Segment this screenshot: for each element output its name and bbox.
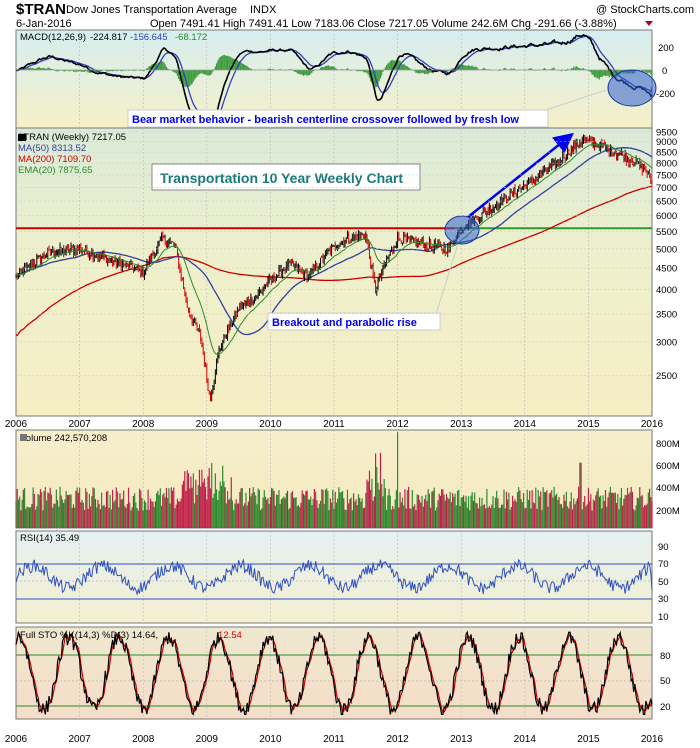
price-ytick: 8000 — [656, 159, 677, 170]
x-tick-label: 2013 — [450, 419, 473, 430]
price-ytick: 7000 — [656, 183, 677, 194]
x-tick-label: 2008 — [132, 419, 155, 430]
rsi-ytick: 90 — [658, 542, 669, 553]
rsi-ytick: 50 — [658, 577, 669, 588]
quote-line: Open 7491.41 High 7491.41 Low 7183.06 Cl… — [150, 18, 617, 30]
price-legend-1: $TRAN (Weekly) 7217.05 — [18, 132, 126, 143]
x-axis-bottom: 2006 2007 2008 2009 2010 2011 2012 2013 2014 2015… — [5, 734, 664, 745]
x-tick-label: 2010 — [259, 734, 282, 745]
price-ytick: 3500 — [656, 309, 677, 320]
symbol: $TRAN — [16, 1, 66, 18]
price-ytick: 4000 — [656, 285, 677, 296]
price-ytick: 6500 — [656, 197, 677, 208]
price-legend-3: MA(200) 7109.70 — [18, 154, 91, 165]
date: 6-Jan-2016 — [16, 18, 72, 30]
macd-ytick: 0 — [662, 66, 667, 77]
chart-title-box — [151, 163, 421, 191]
x-tick-label: 2006 — [5, 419, 28, 430]
x-tick-label: 2007 — [68, 734, 91, 745]
breakout-annotation-box — [267, 312, 441, 331]
x-tick-label: 2011 — [323, 419, 345, 430]
x-tick-label: 2014 — [514, 419, 537, 430]
x-tick-label: 2006 — [5, 734, 28, 745]
rsi-ytick: 70 — [658, 559, 669, 570]
x-tick-label: 2012 — [386, 734, 409, 745]
ma50-line — [15, 147, 653, 336]
x-tick-label: 2014 — [514, 734, 537, 745]
x-tick-label: 2007 — [68, 419, 91, 430]
price-bars — [15, 134, 653, 402]
index-name: Dow Jones Transportation Average — [66, 4, 237, 16]
volume-ytick: 800M — [656, 439, 680, 450]
ma200-line — [15, 185, 653, 337]
macd-ytick: 200 — [658, 43, 674, 54]
price-ytick: 5500 — [656, 227, 677, 238]
breakout-highlight-ellipse — [444, 215, 480, 245]
volume-ytick: 600M — [656, 461, 680, 472]
price-legend-2: MA(50) 8313.52 — [18, 143, 86, 154]
watermark: @ StockCharts.com — [596, 4, 694, 16]
x-tick-label: 2009 — [196, 419, 219, 430]
annotation-pointer — [539, 89, 607, 113]
price-ytick: 4500 — [656, 264, 677, 275]
macd-legend-title: MACD(12,26,9) — [20, 32, 86, 43]
price-ytick: 8500 — [656, 148, 677, 159]
macd-highlight-ellipse — [607, 69, 657, 107]
macd-signal-line — [15, 35, 653, 125]
x-tick-label: 2016 — [641, 734, 664, 745]
macd-legend-value-3: -68.172 — [175, 32, 207, 43]
x-axis-top: 2006 2007 2008 2009 2010 2011 2012 2013 2014 2015… — [5, 419, 664, 430]
x-tick-label: 2011 — [323, 734, 345, 745]
price-ytick: 2500 — [656, 371, 677, 382]
rsi-ytick: 30 — [658, 594, 669, 605]
rsi-legend: RSI(14) 35.49 — [20, 533, 79, 544]
macd-legend-value-2: -156.645 — [130, 32, 168, 43]
sto-legend: Full STO %K(14,3) %D(3) 14.64, — [20, 630, 158, 641]
macd-ytick: -200 — [656, 89, 675, 100]
macd-line — [15, 33, 653, 127]
sto-ytick: 80 — [660, 651, 671, 662]
price-legend-4: EMA(20) 7875.65 — [18, 165, 92, 176]
macd-annotation: Bear market behavior - bearish centerlin… — [132, 114, 519, 126]
down-arrow-icon — [645, 21, 653, 26]
macd-annotation-box — [127, 109, 549, 128]
x-tick-label: 2015 — [577, 419, 600, 430]
volume-legend: Volume 242,570,208 — [20, 433, 107, 444]
price-ytick: 9500 — [656, 127, 677, 138]
exchange: INDX — [250, 4, 277, 16]
sto-legend-d: 12.54 — [218, 630, 242, 641]
price-ytick: 7500 — [656, 170, 677, 181]
rsi-ytick: 10 — [658, 612, 669, 623]
price-ytick: 9000 — [656, 137, 677, 148]
breakout-annotation: Breakout and parabolic rise — [272, 317, 417, 329]
x-tick-label: 2013 — [450, 734, 473, 745]
sto-ytick: 20 — [660, 702, 671, 713]
macd-legend-value-1: -224.817 — [90, 32, 128, 43]
price-ytick: 5000 — [656, 244, 677, 255]
volume-ytick: 400M — [656, 483, 680, 494]
parabolic-rise-arrow — [467, 132, 574, 218]
chart-title: Transportation 10 Year Weekly Chart — [160, 170, 403, 186]
x-tick-label: 2010 — [259, 419, 282, 430]
rsi-line — [15, 558, 653, 596]
x-tick-label: 2009 — [196, 734, 219, 745]
x-tick-label: 2015 — [577, 734, 600, 745]
x-tick-label: 2016 — [641, 419, 664, 430]
sto-ytick: 50 — [660, 676, 671, 687]
price-ytick: 6000 — [656, 211, 677, 222]
sto-k-line — [15, 630, 653, 716]
volume-ytick: 200M — [656, 506, 680, 517]
ema20-line — [15, 143, 653, 355]
price-legend-swatch — [18, 134, 26, 141]
x-tick-label: 2008 — [132, 734, 155, 745]
price-ytick: 3000 — [656, 338, 677, 349]
volume-legend-swatch — [20, 434, 27, 441]
annotation-pointer — [435, 243, 459, 315]
x-tick-label: 2012 — [386, 419, 409, 430]
volume-bars — [15, 432, 653, 528]
